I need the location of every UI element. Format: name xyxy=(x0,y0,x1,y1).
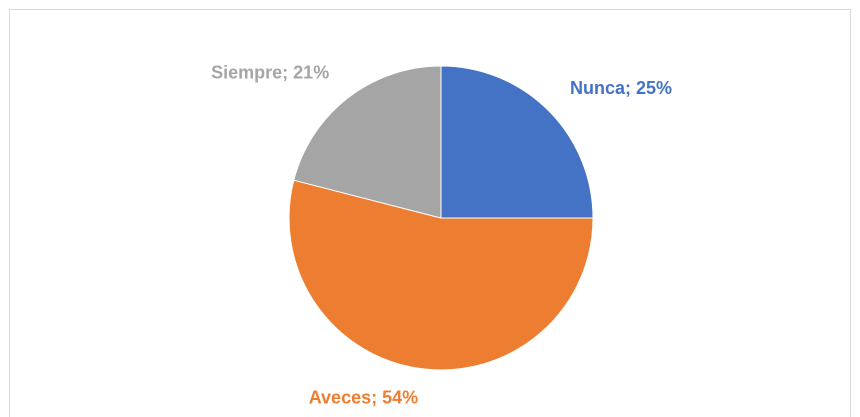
data-label: Aveces; 54% xyxy=(309,388,418,408)
data-label: Siempre; 21% xyxy=(211,63,329,83)
data-label: Nunca; 25% xyxy=(570,78,672,98)
pie-slice xyxy=(288,179,594,371)
pie-slice xyxy=(440,65,594,219)
pie-slice xyxy=(293,65,442,219)
